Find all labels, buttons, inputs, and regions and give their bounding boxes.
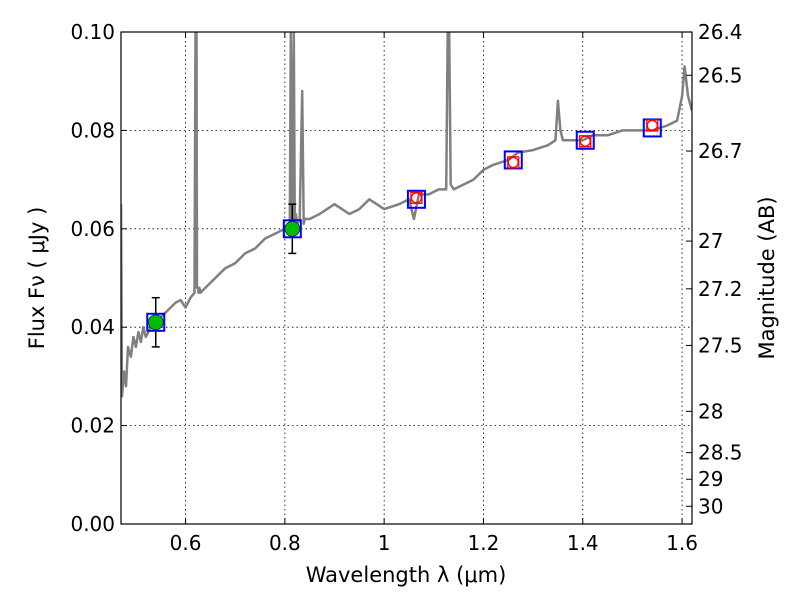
model-photometry-square	[146, 312, 166, 332]
x-tick-label: 1.4	[567, 531, 599, 555]
y-axis-right-label: Magnitude (AB)	[755, 196, 779, 359]
x-tick-label: 0.8	[269, 531, 301, 555]
right-tick-label: 29	[698, 467, 723, 491]
y-tick-label: 0.10	[70, 20, 115, 44]
model-photometry-square	[282, 219, 302, 239]
y-axis-label: Flux Fν ( μJy )	[25, 207, 49, 350]
right-tick-label: 27	[698, 229, 723, 253]
y-tick-label: 0.08	[70, 118, 115, 142]
model-spectrum-line	[121, 32, 692, 398]
x-tick-label: 1.6	[666, 531, 698, 555]
predicted-point-circle	[646, 119, 658, 132]
y-axis-right: 26.4 26.5 26.7 27 27.2 27.5 28 28.529 30	[686, 20, 743, 518]
plot-area	[121, 32, 692, 398]
right-tick-label: 26.7	[698, 139, 743, 163]
model-photometry-square	[575, 130, 595, 150]
predicted-point-circle	[579, 135, 591, 147]
measured-point	[284, 221, 301, 237]
right-tick-label: 28	[698, 399, 723, 423]
right-tick-label: 27.2	[698, 277, 743, 301]
right-tick-label: 26.5	[698, 63, 743, 87]
y-axis-left: 0.00 0.02 0.04 0.06 0.08 0.10	[70, 20, 127, 536]
x-tick-label: 1	[378, 531, 391, 555]
grid-lines	[121, 32, 692, 524]
x-axis-label: Wavelength λ (μm)	[306, 563, 507, 587]
y-tick-label: 0.02	[70, 414, 115, 438]
x-tick-label: 0.6	[170, 531, 202, 555]
right-tick-label: 28.5	[698, 441, 743, 465]
x-tick-label: 1.2	[468, 531, 500, 555]
series-layer	[121, 32, 692, 398]
y-tick-label: 0.00	[70, 512, 115, 536]
model-photometry-square	[406, 189, 426, 209]
right-tick-label: 26.4	[698, 20, 743, 44]
predicted-point-circle	[507, 156, 519, 169]
right-tick-label: 30	[698, 494, 723, 518]
right-tick-label: 27.5	[698, 333, 743, 357]
y-tick-label: 0.04	[70, 315, 115, 339]
plot-frame	[120, 31, 693, 525]
x-axis: 0.6 0.8 1 1.2 1.4 1.6	[170, 32, 698, 555]
y-tick-label: 0.06	[70, 217, 115, 241]
measured-point	[147, 314, 164, 331]
predicted-point-circle	[410, 192, 423, 204]
markers-layer	[146, 118, 662, 348]
